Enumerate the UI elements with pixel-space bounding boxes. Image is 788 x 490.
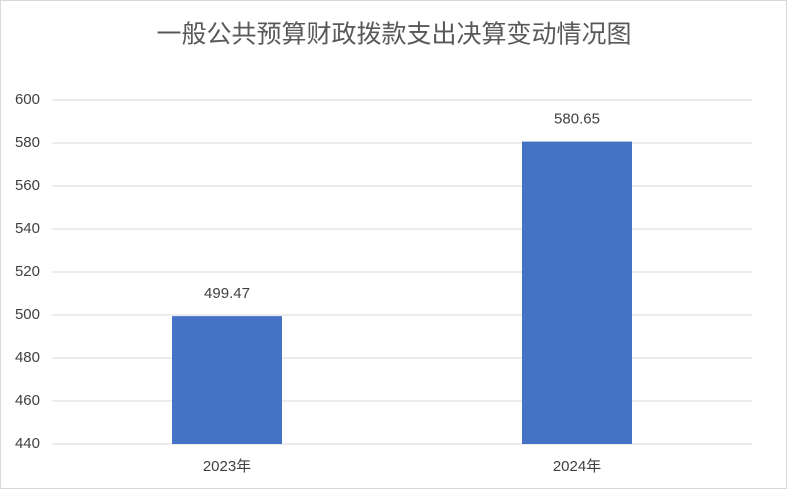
y-tick-label: 480 (15, 349, 40, 366)
y-tick-label: 460 (15, 392, 40, 409)
y-tick-label: 600 (15, 91, 40, 108)
y-tick-label: 580 (15, 134, 40, 151)
bar (172, 316, 282, 444)
chart-title: 一般公共预算财政拨款支出决算变动情况图 (156, 21, 631, 49)
y-tick-label: 500 (15, 306, 40, 323)
x-tick-label: 2023年 (203, 458, 251, 475)
y-tick-label: 540 (15, 220, 40, 237)
y-tick-label: 440 (15, 435, 40, 452)
data-label: 499.47 (204, 285, 250, 302)
data-label: 580.65 (554, 111, 600, 128)
y-tick-label: 520 (15, 263, 40, 280)
y-tick-label: 560 (15, 177, 40, 194)
bar (522, 141, 632, 445)
x-tick-label: 2024年 (553, 458, 601, 475)
